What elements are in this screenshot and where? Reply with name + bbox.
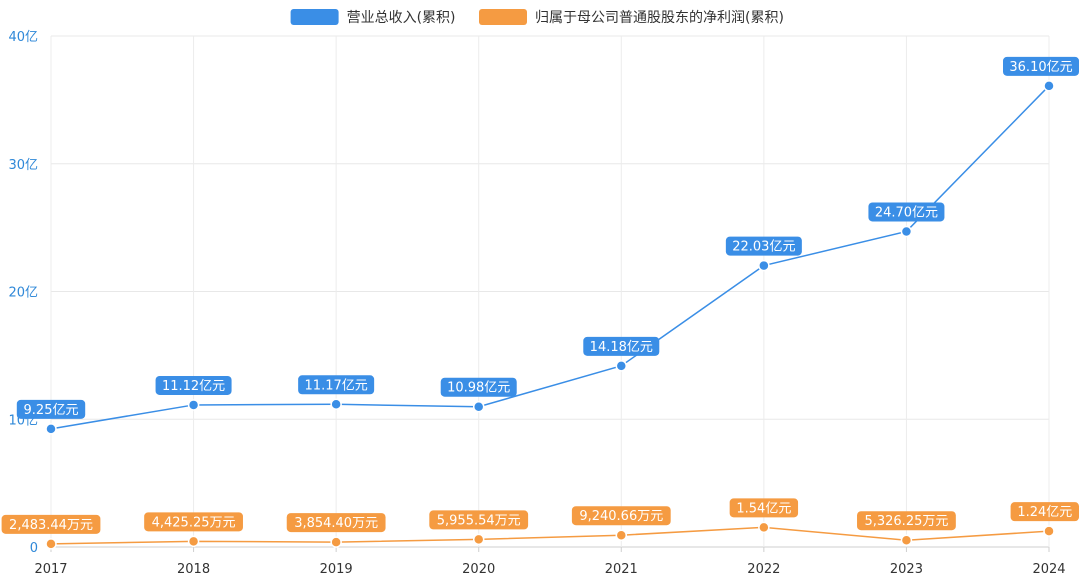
grid	[50, 35, 1050, 548]
y-tick-label: 30亿	[8, 158, 38, 173]
data-label-box	[298, 375, 375, 395]
data-point	[758, 259, 770, 272]
legend-swatch[interactable]	[479, 9, 527, 25]
data-label-box	[1003, 56, 1079, 76]
data-label-box	[286, 513, 386, 533]
x-tick-label: 2020	[462, 562, 495, 577]
data-label-box	[144, 512, 243, 532]
data-label: 4,425.25万元	[152, 515, 236, 530]
data-label: 5,326.25万元	[864, 514, 948, 529]
data-labels: 9.25亿元 11.12亿元 11.17亿元 10.98亿元 14.18亿元 22.03亿…	[1, 56, 1079, 534]
x-tick-label: 2021	[605, 562, 638, 577]
x-tick-label: 2023	[890, 562, 923, 577]
data-label: 2,483.44万元	[9, 518, 93, 533]
data-label: 14.18亿元	[590, 340, 653, 355]
data-point	[900, 534, 913, 546]
data-point	[472, 400, 485, 413]
data-point	[615, 529, 628, 541]
x-tick-label: 2019	[320, 562, 353, 577]
data-label-box	[1010, 502, 1079, 522]
x-tick-label: 2018	[177, 562, 210, 577]
data-label: 11.12亿元	[162, 379, 225, 394]
x-tick-label: 2022	[747, 562, 780, 577]
data-point	[330, 536, 342, 548]
data-label-box	[571, 506, 671, 526]
y-tick-label: 20亿	[8, 286, 38, 301]
data-label-box	[583, 336, 660, 356]
series-layer	[45, 80, 1055, 550]
data-label-box	[155, 375, 232, 395]
data-label-box	[725, 236, 802, 256]
data-point	[472, 533, 485, 546]
data-label: 9,240.66万元	[579, 509, 663, 524]
data-point	[1043, 525, 1055, 537]
data-point	[330, 398, 342, 411]
data-label-box	[1, 514, 101, 534]
data-label-box	[440, 377, 517, 397]
y-tick-label: 0	[30, 541, 38, 556]
data-label: 10.98亿元	[447, 381, 510, 396]
data-label: 5,955.54万元	[437, 513, 521, 528]
data-label-box	[16, 399, 86, 419]
data-label: 1.24亿元	[1017, 505, 1072, 520]
data-label: 3,854.40万元	[294, 516, 378, 531]
data-label: 24.70亿元	[875, 205, 938, 220]
series-line	[50, 526, 1050, 545]
data-label: 9.25亿元	[24, 403, 79, 418]
data-label: 1.54亿元	[736, 501, 791, 516]
data-point	[900, 225, 913, 238]
data-point	[187, 535, 200, 548]
data-label: 36.10亿元	[1009, 60, 1072, 75]
data-point	[45, 538, 57, 550]
data-label: 22.03亿元	[732, 240, 795, 255]
legend-swatch[interactable]	[290, 9, 339, 25]
data-point	[758, 521, 770, 534]
legend-item-label[interactable]: 营业总收入(累积)	[347, 10, 456, 26]
data-point	[187, 399, 200, 411]
legend[interactable]: 营业总收入(累积) 归属于母公司普通股股东的净利润(累积)	[290, 9, 784, 26]
x-axis: 2017 2018 2019 2020 2021 2022 2023 2024	[34, 547, 1066, 577]
data-label-box	[868, 202, 945, 222]
y-tick-label: 40亿	[8, 30, 38, 45]
data-label-box	[729, 498, 799, 518]
legend-item-label[interactable]: 归属于母公司普通股股东的净利润(累积)	[535, 9, 784, 26]
series-line	[50, 85, 1050, 430]
data-point	[45, 423, 57, 435]
x-tick-label: 2024	[1032, 562, 1065, 577]
data-label-box	[857, 511, 956, 531]
data-label-box	[429, 510, 529, 530]
data-label: 11.17亿元	[305, 378, 368, 393]
x-tick-label: 2017	[34, 562, 67, 577]
data-point	[615, 360, 628, 372]
data-point	[1043, 80, 1055, 92]
